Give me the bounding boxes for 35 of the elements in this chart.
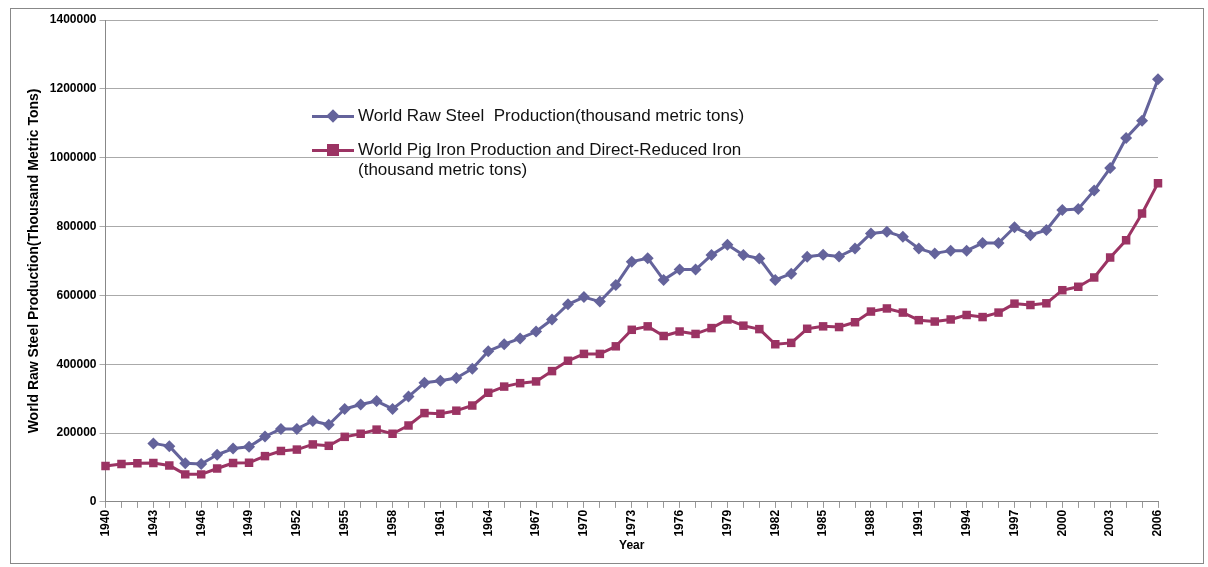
- x-tick-label: 1973: [624, 509, 639, 537]
- x-tick-label: 1976: [671, 509, 686, 537]
- x-tick-label: 1946: [193, 509, 208, 537]
- x-tick-label: 1940: [97, 509, 112, 537]
- legend-label: World Pig Iron Production and Direct-Reduced Iron (thousand metric tons): [358, 140, 743, 180]
- x-tick-label: 1967: [528, 509, 543, 537]
- x-tick-label: 1970: [576, 509, 591, 537]
- y-axis-title: World Raw Steel Production(Thousand Metric Tons): [25, 88, 42, 434]
- x-tick-label: 1997: [1006, 509, 1021, 537]
- x-tick-label: 1994: [958, 509, 973, 537]
- y-tick-label: 1200000: [49, 81, 97, 96]
- x-tick-label: 1964: [480, 509, 495, 537]
- x-tick-label: 1985: [815, 509, 830, 537]
- x-tick-label: 1982: [767, 509, 782, 537]
- x-tick-label: 1955: [337, 509, 352, 537]
- x-tick-label: 1961: [432, 509, 447, 537]
- y-tick-label: 600000: [56, 287, 97, 302]
- x-tick-label: 2003: [1102, 509, 1117, 537]
- x-tick-label: 1949: [241, 509, 256, 537]
- y-tick-label: 0: [89, 494, 97, 509]
- x-tick-label: 1991: [911, 509, 926, 537]
- x-axis-title: Year: [619, 538, 645, 553]
- x-tick-label: 2006: [1150, 509, 1165, 537]
- y-tick-label: 1000000: [49, 150, 97, 164]
- y-tick-label: 1400000: [49, 12, 97, 27]
- y-tick-label: 800000: [56, 218, 97, 233]
- x-tick-label: 1958: [384, 509, 399, 537]
- x-tick-label: 2000: [1054, 509, 1069, 537]
- legend-label: World Raw Steel Production(thousand metric tons): [358, 106, 745, 126]
- x-tick-label: 1988: [863, 509, 878, 537]
- x-tick-label: 1952: [289, 509, 304, 537]
- x-tick-label: 1943: [145, 509, 160, 537]
- y-tick-label: 200000: [56, 425, 97, 440]
- y-tick-label: 400000: [56, 356, 97, 371]
- x-tick-label: 1979: [719, 509, 734, 537]
